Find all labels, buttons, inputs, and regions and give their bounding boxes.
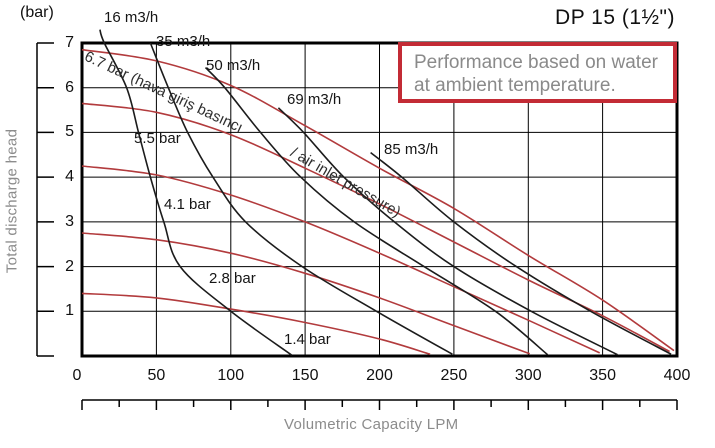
- consumption-curve-69-m3-h: [277, 107, 618, 356]
- x-tick-label-350: 350: [589, 367, 616, 384]
- note-line-2: at ambient temperature.: [414, 75, 616, 96]
- y-tick-label-5: 5: [65, 123, 74, 141]
- note-box: Performance based on water at ambient te…: [398, 42, 677, 103]
- curve-label-16-m3-h: 16 m3/h: [104, 9, 159, 26]
- x-tick-label-100: 100: [217, 367, 245, 384]
- x-tick-label-150: 150: [291, 367, 319, 384]
- y-tick-label-7: 7: [65, 34, 74, 51]
- chart-title-text: DP 15 (1½"): [555, 6, 675, 29]
- curve-label-1.4-bar: 1.4 bar: [284, 331, 331, 348]
- x-tick-label-300: 300: [514, 367, 542, 384]
- curve-label-50-m3-h: 50 m3/h: [206, 57, 261, 74]
- pressure-curve-1.4-bar: [81, 292, 431, 355]
- y-tick-label-4: 4: [65, 168, 74, 186]
- x-tick-label-200: 200: [366, 367, 393, 384]
- pressure-curve-4.1-bar: [81, 165, 601, 354]
- consumption-curve-85-m3-h: [370, 151, 672, 355]
- curve-label-2.8-bar: 2.8 bar: [209, 270, 256, 287]
- chart-title: DP 15 (1½"): [555, 6, 675, 30]
- x-tick-label-400: 400: [663, 367, 691, 384]
- curve-label-35-m3-h: 35 m3/h: [156, 33, 211, 50]
- x-tick-label-0: 0: [72, 367, 82, 384]
- x-axis-title: Volumetric Capacity LPM: [284, 416, 459, 433]
- curve-label-69-m3-h: 69 m3/h: [287, 91, 342, 108]
- y-axis-unit: (bar): [20, 4, 54, 21]
- y-tick-label-2: 2: [65, 257, 74, 275]
- y-axis-title: Total discharge head: [3, 128, 21, 274]
- note-line-1: Performance based on water: [414, 52, 658, 73]
- x-tick-label-50: 50: [147, 367, 166, 384]
- curve-label-5.5-bar: 5.5 bar: [134, 130, 181, 147]
- y-tick-label-6: 6: [65, 78, 74, 96]
- x-tick-label-250: 250: [440, 367, 468, 384]
- consumption-curve-50-m3-h: [204, 67, 549, 356]
- y-tick-label-3: 3: [65, 212, 74, 230]
- curve-label-4.1-bar: 4.1 bar: [164, 196, 211, 213]
- y-tick-label-1: 1: [65, 302, 74, 320]
- curve-label-85-m3-h: 85 m3/h: [384, 141, 439, 158]
